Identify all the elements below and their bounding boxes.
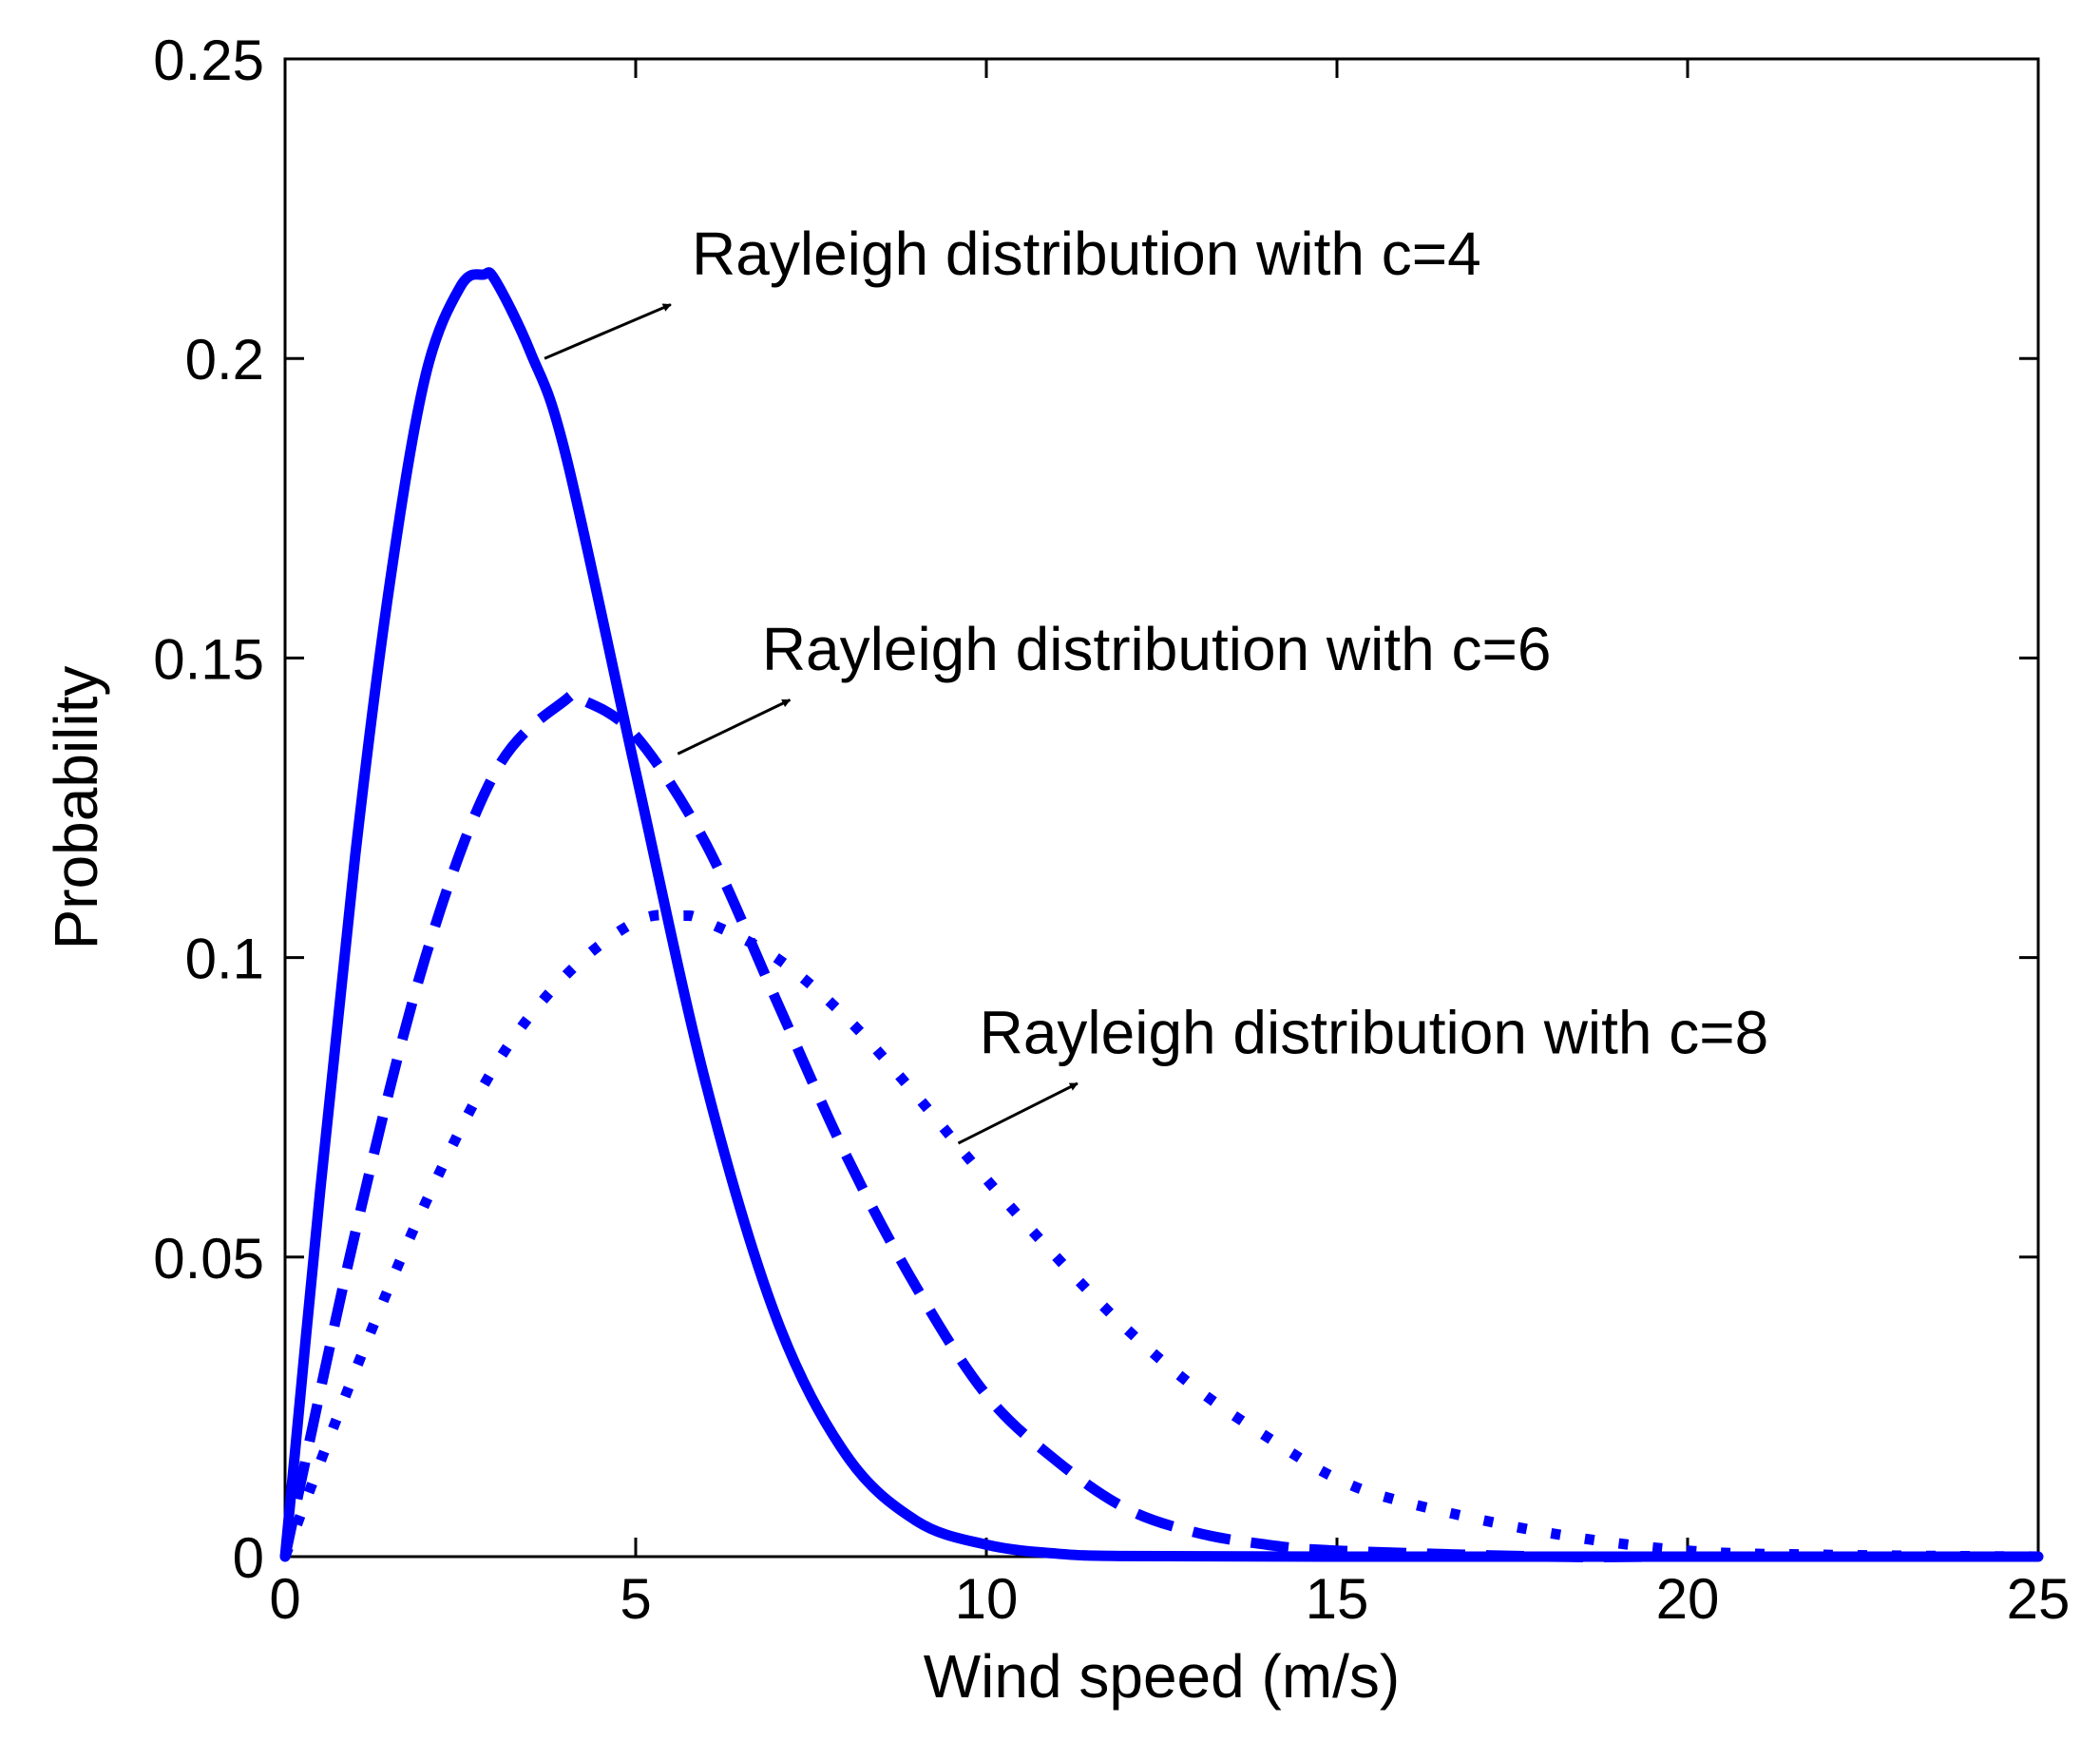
y-tick-label: 0.15 [153,627,264,691]
x-axis-ticks: 0 5 10 15 20 25 [269,59,2070,1631]
series-line-c8 [279,909,2039,1562]
y-tick-label: 0.2 [185,328,264,392]
x-tick-label: 20 [1656,1567,1720,1631]
y-axis-label: Probability [42,666,110,950]
y-tick-label: 0.05 [153,1227,264,1291]
annotation-label-c8: Rayleigh distribution with c=8 [980,998,1769,1066]
x-tick-label: 5 [620,1567,651,1631]
x-tick-label: 10 [955,1567,1019,1631]
y-tick-label: 0.25 [153,29,264,92]
annotation-arrow [677,698,792,756]
y-tick-label: 0 [233,1526,264,1590]
y-tick-label: 0.1 [185,928,264,991]
series-line-c4 [279,267,2044,1562]
annotation-label-c6: Rayleigh distribution with c=6 [762,615,1552,683]
annotation-arrow [544,303,672,360]
annotation-arrow [957,1081,1079,1145]
series-line-c6 [279,687,2038,1562]
x-tick-label: 25 [2007,1567,2071,1631]
x-axis-label: Wind speed (m/s) [924,1642,1400,1711]
x-tick-label: 0 [269,1567,300,1631]
annotation-label-c4: Rayleigh distribution with c=4 [692,220,1481,288]
annotation-layer: Rayleigh distribution with c=4 Rayleigh d… [544,220,1769,1145]
series-layer [279,267,2044,1562]
x-tick-label: 15 [1306,1567,1369,1631]
y-axis-ticks: 0 0.05 0.1 0.15 0.2 0.25 [153,29,2038,1590]
